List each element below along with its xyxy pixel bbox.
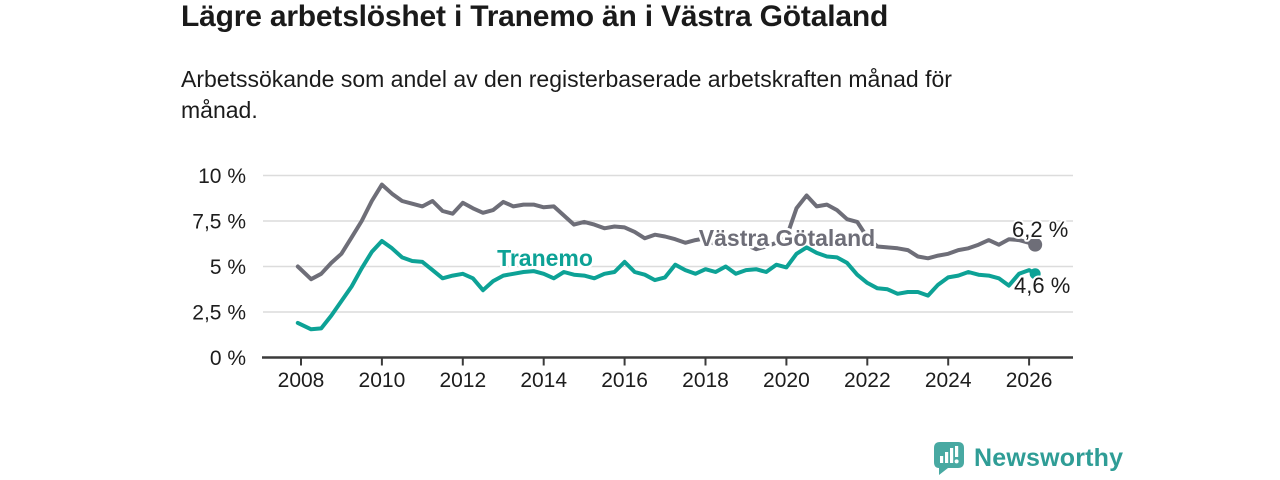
y-axis-labels: 0 % 2,5 % 5 % 7,5 % 10 % [192, 165, 246, 370]
x-tick-label: 2016 [601, 369, 648, 392]
x-tick-label: 2022 [844, 369, 891, 392]
y-tick-label: 5 % [210, 256, 246, 279]
logo-bars-icon [940, 446, 959, 464]
y-tick-label: 10 % [198, 165, 246, 188]
series-end-value-label-tranemo: 4,6 % [1014, 273, 1070, 298]
x-tick-label: 2008 [278, 369, 325, 392]
chart-subtitle: Arbetssökande som andel av den registerb… [181, 64, 952, 126]
series-inline-label-tranemo: Tranemo [497, 245, 593, 271]
series-end-dot-tranemo [1029, 268, 1041, 280]
y-tick-label: 2,5 % [192, 302, 246, 325]
series-inline-label-vastra-gotaland: Västra Götaland [699, 225, 875, 251]
chart-subtitle-line-2: månad. [181, 97, 258, 123]
chart-subtitle-line-1: Arbetssökande som andel av den registerb… [181, 66, 952, 92]
series-line-tranemo [295, 239, 1038, 332]
newsworthy-logo: Newsworthy [933, 441, 1123, 476]
y-tick-label: 7,5 % [192, 211, 246, 234]
x-tick-label: 2026 [1006, 369, 1053, 392]
x-tick-label: 2014 [520, 369, 567, 392]
newsworthy-logo-icon [934, 442, 964, 475]
series-line-vastra-gotaland [295, 182, 1038, 282]
series-end-dot-vastra-gotaland [1028, 237, 1043, 252]
x-tick-label: 2012 [439, 369, 486, 392]
x-tick-label: 2010 [359, 369, 406, 392]
chart-title: Lägre arbetslöshet i Tranemo än i Västra… [181, 0, 889, 33]
x-axis: 2008 2010 2012 2014 2016 2018 2020 2022 2024 2026 [262, 356, 1073, 392]
x-tick-label: 2020 [763, 369, 810, 392]
series-end-value-label-vastra-gotaland: 6,2 % [1012, 217, 1068, 242]
x-tick-label: 2018 [682, 369, 729, 392]
logo-bubble-shape [934, 442, 964, 475]
y-tick-label: 0 % [210, 347, 246, 370]
x-tick-label: 2024 [925, 369, 972, 392]
gridlines [263, 174, 1073, 313]
newsworthy-wordmark: Newsworthy [974, 444, 1124, 472]
